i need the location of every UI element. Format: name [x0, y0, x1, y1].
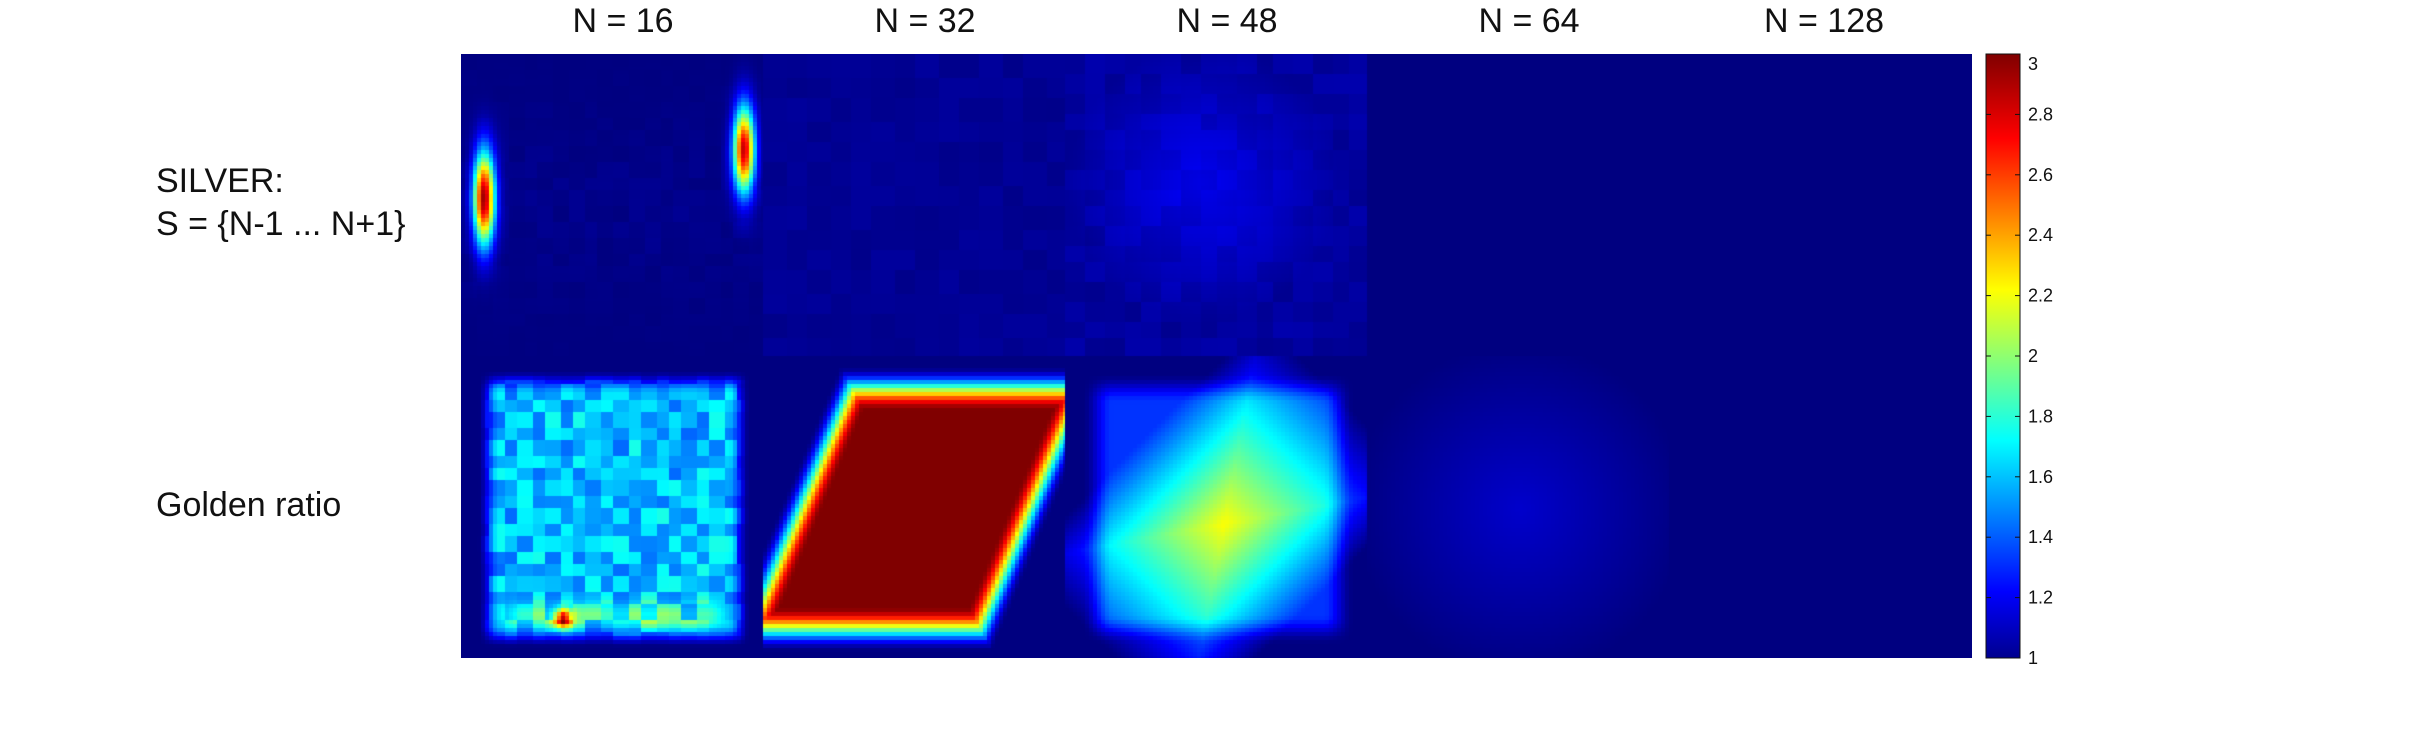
column-label-n64: N = 64 — [1478, 2, 1580, 40]
colorbar-tick-label: 2.6 — [2028, 165, 2053, 185]
column-label-n16: N = 16 — [572, 2, 674, 40]
colorbar: 1 1.2 1.4 1.6 1.8 2 2.2 2.4 2.6 2.8 3 — [1985, 53, 2053, 668]
colorbar-tick-label: 2.2 — [2028, 286, 2053, 306]
colorbar-tick-label: 1 — [2028, 648, 2038, 668]
column-label-n48: N = 48 — [1176, 2, 1278, 40]
row-label-silver: SILVER: S = {N-1 ... N+1} — [156, 160, 405, 246]
row-label-golden-line-1: Golden ratio — [156, 486, 342, 524]
colorbar-gradient — [1985, 53, 2021, 659]
colorbar-tick-label: 1.6 — [2028, 467, 2053, 487]
colorbar-tick-label: 3 — [2028, 54, 2038, 74]
row-label-golden: Golden ratio — [156, 484, 341, 527]
colorbar-tick-label: 2.8 — [2028, 104, 2053, 124]
colorbar-tick-label: 2 — [2028, 346, 2038, 366]
column-label-n32: N = 32 — [874, 2, 976, 40]
column-label-n128: N = 128 — [1763, 2, 1885, 40]
colorbar-tick-label: 1.2 — [2028, 588, 2053, 608]
colorbar-tick-label: 1.4 — [2028, 527, 2053, 547]
row-label-silver-line-1: SILVER: — [156, 162, 284, 200]
heatmap-plot — [461, 54, 1972, 658]
colorbar-tick-label: 2.4 — [2028, 225, 2053, 245]
row-label-silver-line-2: S = {N-1 ... N+1} — [156, 205, 406, 243]
colorbar-tick-label: 1.8 — [2028, 406, 2053, 426]
